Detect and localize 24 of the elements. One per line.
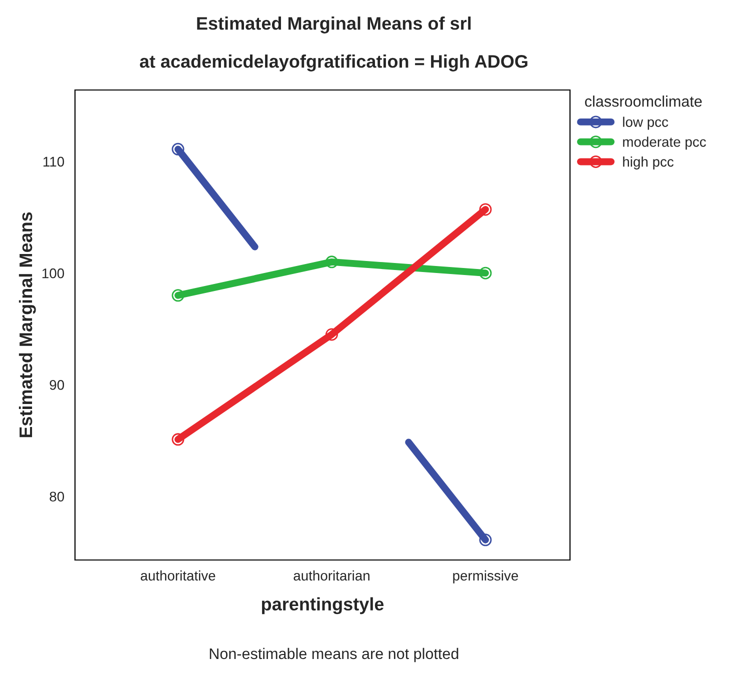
legend-label: low pcc (623, 116, 668, 130)
chart-title: Estimated Marginal Means of srl (197, 16, 471, 34)
y-tick-label: 100 (42, 268, 64, 278)
legend-label: moderate pcc (623, 136, 706, 150)
x-axis-title: parentingstyle (262, 597, 384, 614)
point (172, 142, 184, 156)
chart-subtitle: at academicdelayofgratification = High ADOG (140, 54, 528, 72)
point (479, 203, 492, 216)
point (479, 534, 492, 546)
x-tick-label: permissive (453, 570, 518, 584)
point (479, 266, 492, 280)
y-axis-title: Estimated Marginal Means (18, 212, 36, 438)
point (172, 433, 184, 446)
point (172, 289, 184, 302)
x-tick-label: authoritative (140, 570, 216, 581)
text: Non-estimable means are not plotted (210, 648, 458, 662)
point (325, 256, 338, 268)
x-tick-label: authoritarian (294, 570, 370, 581)
y-tick-label: 80 (50, 492, 64, 502)
legend-label: high pcc (623, 156, 674, 170)
y-tick-label: 90 (50, 380, 64, 390)
legend-title: classroomclimate (585, 96, 702, 107)
y-tick-label: 110 (43, 156, 64, 167)
point (325, 328, 338, 341)
